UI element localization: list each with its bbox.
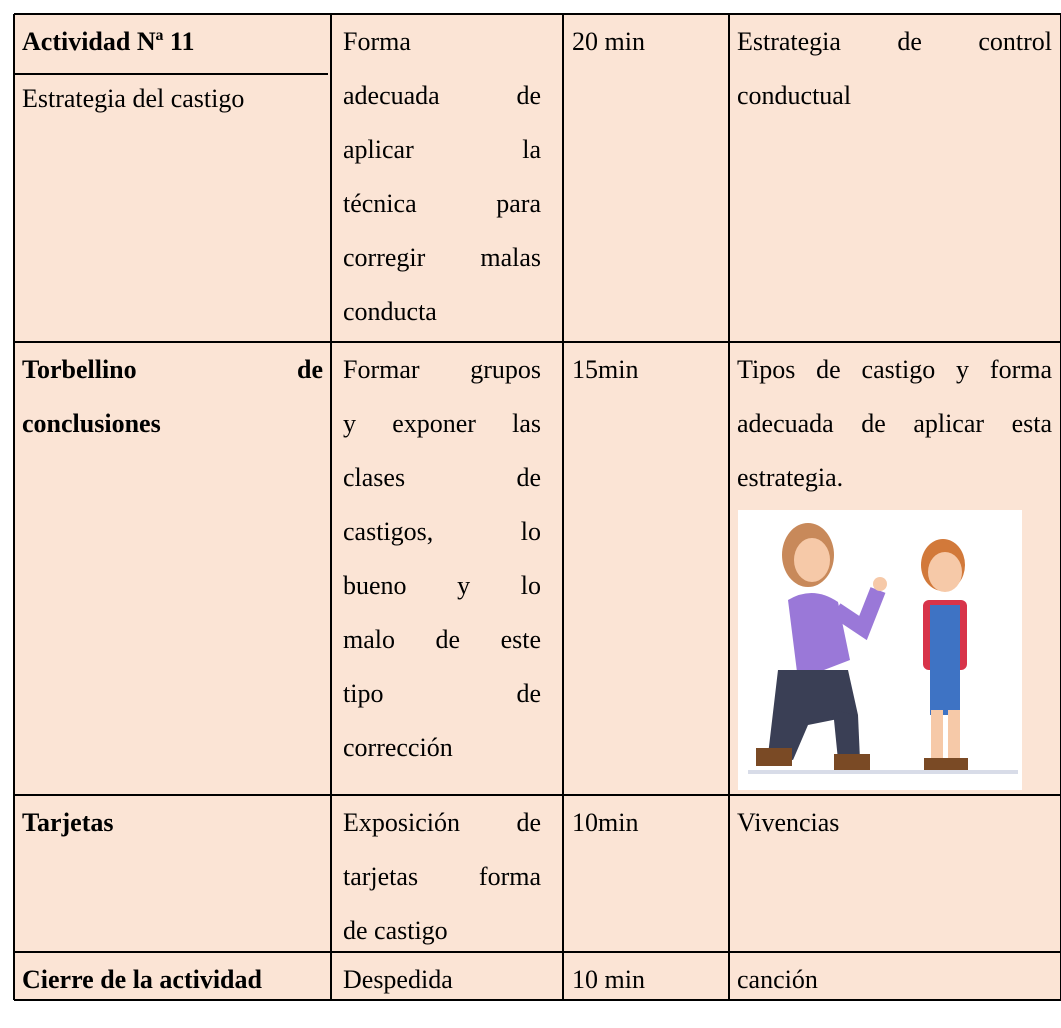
table-cell [563, 952, 729, 1000]
table-cell [331, 342, 563, 795]
cell-text: adecuada de [343, 81, 541, 110]
cell-text: técnica para [343, 189, 541, 218]
table-cell [729, 952, 1061, 1000]
cell-text: Formar grupos [343, 355, 541, 384]
row-border [14, 951, 1061, 953]
table-cell [331, 795, 563, 952]
table-cell [729, 14, 1061, 342]
column-border [13, 14, 15, 1000]
cell-text: tarjetas forma [343, 862, 541, 891]
column-border [330, 14, 332, 1000]
cell-text: y exponer las [343, 409, 541, 438]
row-border [14, 341, 1061, 343]
cell-text: aplicar la [343, 135, 541, 164]
cell-text: Vivencias [737, 808, 840, 837]
cell-text: Exposición de [343, 808, 541, 837]
cell-text: 15min [572, 355, 639, 384]
cell-text: Torbellino de [22, 355, 323, 384]
title-underline [14, 73, 328, 75]
table-cell [331, 14, 563, 342]
cell-text: clases de [343, 463, 541, 492]
table-cell [563, 14, 729, 342]
cell-text: castigos, lo [343, 517, 541, 546]
column-border [562, 14, 564, 1000]
cell-text: 10 min [572, 965, 645, 994]
cell-text: Cierre de la actividad [22, 965, 262, 994]
cell-text: canción [737, 965, 818, 994]
cell-text: Despedida [343, 965, 453, 994]
table-cell [14, 795, 331, 952]
cell-text: tipo de [343, 679, 541, 708]
row-border [14, 13, 1061, 15]
cell-text: conducta [343, 297, 437, 326]
table-cell [563, 342, 729, 795]
cell-text: bueno y lo [343, 571, 541, 600]
table-cell [729, 795, 1061, 952]
cell-text: conductual [737, 81, 852, 110]
cell-text: Estrategia del castigo [22, 83, 245, 113]
cell-text: corrección [343, 733, 453, 762]
table-cell [331, 952, 563, 1000]
cell-text: malo de este [343, 625, 541, 654]
illustration [738, 510, 1022, 790]
cell-text: de castigo [343, 916, 448, 945]
row-border [14, 794, 1061, 796]
table-cell [14, 14, 331, 342]
cell-text: Forma [343, 27, 411, 56]
table-cell [563, 795, 729, 952]
table-cell [14, 342, 331, 795]
cell-text: 10min [572, 808, 639, 837]
table-cell [14, 952, 331, 1000]
cell-text: Tarjetas [22, 808, 114, 837]
column-border [728, 14, 730, 1000]
cell-text: Estrategia de control [737, 27, 1052, 56]
cell-text: 20 min [572, 27, 645, 56]
cell-text: Tipos de castigo y forma [737, 355, 1052, 384]
cell-text: Actividad Nª 11 [22, 27, 195, 56]
cell-text: conclusiones [22, 409, 161, 438]
cell-text: adecuada de aplicar esta [737, 409, 1052, 438]
cell-text: estrategia. [737, 463, 844, 492]
cell-text: corregir malas [343, 243, 541, 272]
row-border [14, 999, 1061, 1001]
